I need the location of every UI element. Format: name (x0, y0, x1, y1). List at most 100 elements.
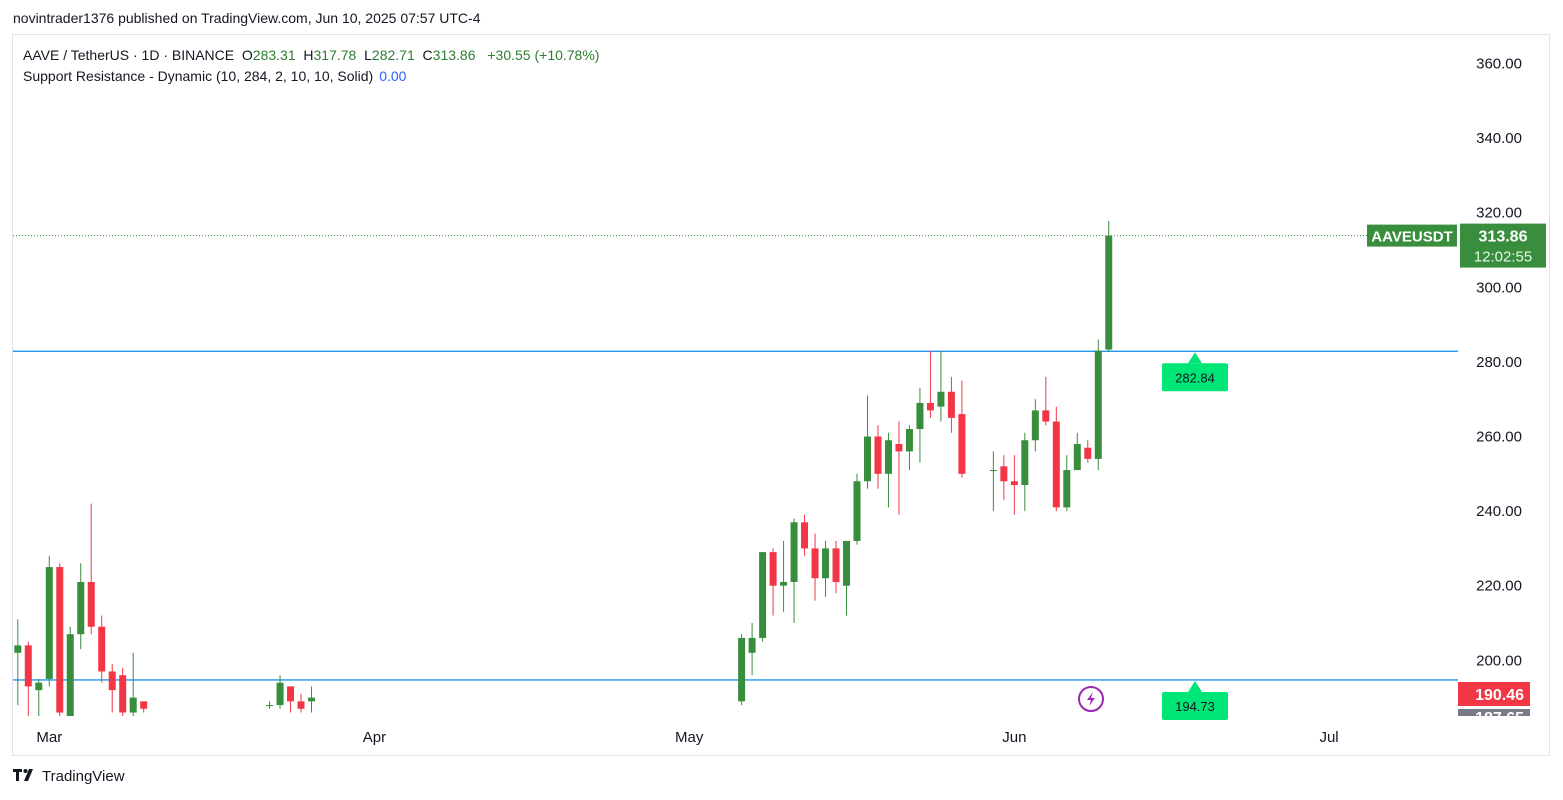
candle-body (989, 470, 997, 472)
level-label-pointer (1188, 352, 1202, 364)
lightning-icon[interactable] (1078, 686, 1104, 712)
candle-body (801, 522, 809, 549)
high-label: H (303, 47, 314, 63)
y-tick-label: 260.00 (1476, 429, 1522, 446)
price-axis: 200.00 220.00 240.00 260.00 280.00 300.00 320.… (1476, 56, 1522, 670)
y-tick-label: 220.00 (1476, 578, 1522, 595)
candle-body (780, 581, 788, 586)
candles (14, 220, 1113, 716)
candle-body (1063, 470, 1071, 508)
candle-body (790, 522, 798, 582)
candle-body (863, 436, 871, 482)
y-tick-label: 340.00 (1476, 130, 1522, 147)
candle-body (140, 701, 148, 709)
candle-body (759, 552, 767, 638)
ticker-tag-box (1367, 224, 1457, 247)
change-value: +30.55 (+10.78%) (487, 47, 600, 63)
indicator-label: Support Resistance - Dynamic (10, 284, 2… (23, 68, 374, 84)
candle-body (98, 626, 106, 672)
chart-legend: AAVE / TetherUS · 1D · BINANCE O283.31 H… (23, 45, 599, 87)
candle-body (832, 548, 840, 582)
partial-price-tag-text: 187.65 (1475, 710, 1524, 727)
candle-body (884, 440, 892, 474)
lightning-glyph (1087, 692, 1095, 706)
high-value: 317.78 (313, 47, 357, 63)
candle-body (87, 581, 95, 627)
candle-body (1084, 447, 1092, 459)
publisher-caption: novintrader1376 published on TradingView… (13, 10, 481, 26)
level-label-text: 194.73 (1175, 699, 1215, 714)
x-tick-label: May (675, 729, 704, 746)
candle-body (958, 414, 966, 474)
candle-body (926, 402, 934, 411)
close-value: 313.86 (432, 47, 476, 63)
lower-price-tag-box (1458, 682, 1530, 706)
level-label-text: 282.84 (1175, 370, 1215, 385)
y-tick-label: 240.00 (1476, 503, 1522, 520)
candle-body (874, 436, 882, 474)
candle-body (1073, 443, 1081, 471)
y-tick-label: 280.00 (1476, 354, 1522, 371)
x-tick-label: Jun (1002, 729, 1026, 746)
candle-body (1105, 235, 1113, 350)
level-lines: 282.84 194.73 (13, 235, 1458, 720)
y-tick-label: 200.00 (1476, 652, 1522, 669)
price-tag-value: 313.86 (1479, 229, 1528, 246)
x-tick-label: Jul (1319, 729, 1338, 746)
level-label-box (1162, 363, 1228, 392)
close-label: C (422, 47, 433, 63)
footer-brand-text: TradingView (42, 768, 125, 785)
candle-body (66, 634, 74, 716)
candle-body (24, 645, 32, 687)
candle-body (266, 705, 274, 707)
candle-body (1094, 350, 1102, 459)
candle-body (937, 391, 945, 407)
candle-body (1042, 410, 1050, 422)
candle-body (77, 581, 85, 635)
candle-body (119, 675, 127, 713)
candle-body (56, 567, 64, 713)
legend-row-indicator[interactable]: Support Resistance - Dynamic (10, 284, 2… (23, 66, 599, 87)
symbol-label: AAVE / TetherUS · 1D · BINANCE (23, 47, 235, 63)
chart-frame (12, 34, 1550, 756)
x-tick-label: Mar (36, 729, 62, 746)
candle-body (276, 682, 284, 706)
low-value: 282.71 (371, 47, 415, 63)
candle-body (822, 548, 830, 579)
candle-body (1021, 440, 1029, 485)
y-tick-label: 320.00 (1476, 205, 1522, 222)
y-tick-label: 300.00 (1476, 279, 1522, 296)
candle-body (905, 429, 913, 452)
candle-body (1031, 410, 1039, 441)
indicator-value: 0.00 (379, 68, 407, 84)
partial-price-tag-box (1458, 709, 1530, 716)
candle-body (769, 552, 777, 586)
candle-body (108, 671, 116, 691)
open-value: 283.31 (252, 47, 296, 63)
candle-body (14, 645, 22, 653)
candle-body (35, 682, 43, 691)
candle-body (738, 637, 746, 702)
level-label-box (1162, 691, 1228, 720)
candle-body (748, 637, 756, 653)
candle-body (1052, 421, 1060, 508)
open-label: O (241, 47, 253, 63)
candle-body (853, 481, 861, 541)
candle-body (895, 443, 903, 452)
candle-body (947, 391, 955, 418)
candle-body (129, 697, 137, 713)
level-label-pointer (1188, 680, 1202, 692)
footer-brand[interactable]: TradingView (13, 768, 125, 785)
candle-body (916, 402, 924, 430)
low-label: L (364, 47, 372, 63)
price-tag-countdown: 12:02:55 (1474, 249, 1532, 266)
candle-body (843, 540, 851, 586)
candle-body (308, 697, 316, 702)
candle-body (1010, 481, 1018, 485)
candle-body (811, 548, 819, 579)
legend-row-symbol: AAVE / TetherUS · 1D · BINANCE O283.31 H… (23, 45, 599, 66)
price-tag-box (1460, 223, 1546, 268)
candle-body (297, 701, 305, 709)
price-tags: AAVEUSDT 313.86 12:02:55 190.46 187.65 (1367, 223, 1546, 727)
